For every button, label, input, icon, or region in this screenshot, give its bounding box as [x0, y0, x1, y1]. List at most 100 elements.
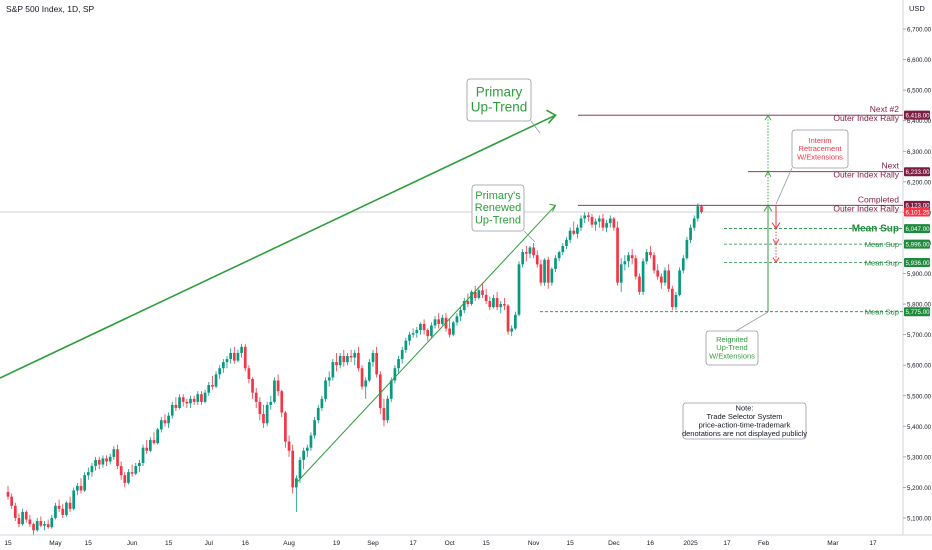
time-axis[interactable]: 15 May 15 Jun 15 Jul 16 Aug 19 Sep 17 Oct 15 Nov 15 Dec… — [4, 540, 877, 547]
price-tick-label: 5,200.00 — [907, 485, 932, 492]
primary-trend-arrow — [546, 109, 557, 124]
time-tick-label: 15 — [165, 540, 173, 547]
note-box-text: Note: — [736, 404, 754, 413]
note-box-text: price-action-time-trademark — [699, 420, 791, 429]
candle-body — [645, 252, 649, 262]
price-axis[interactable]: 5,100.00 5,200.00 5,300.00 5,400.00 5,500.00… — [903, 27, 932, 523]
candle-body — [57, 505, 61, 509]
price-tick-label: 5,700.00 — [907, 332, 932, 339]
price-tick-label: 5,800.00 — [907, 302, 932, 309]
renewed-trend-label-text: Up-Trend — [475, 215, 521, 227]
level-label: Mean Sup — [865, 308, 899, 317]
candle-body — [97, 459, 101, 465]
candle-body — [546, 259, 550, 283]
level-label: Mean Sup — [852, 224, 899, 235]
candle-body — [138, 462, 141, 467]
candle-body — [357, 352, 360, 369]
candle-body — [291, 450, 295, 488]
candle-body — [331, 362, 335, 378]
candle-body — [207, 385, 211, 393]
candle-body — [360, 368, 364, 387]
candle-body — [152, 440, 156, 444]
candle-body — [608, 218, 612, 224]
candle-body — [83, 475, 86, 491]
chart-title: S&P 500 Index, 1D, SP — [6, 4, 95, 14]
candle-body — [298, 459, 302, 479]
candle-body — [692, 218, 696, 228]
candle-body — [641, 261, 645, 292]
candle-body — [623, 261, 627, 265]
candle-body — [324, 380, 327, 399]
candle-body — [309, 435, 313, 448]
reignited-label-pointer — [735, 311, 769, 332]
candle-body — [145, 447, 149, 451]
time-tick-label: 16 — [647, 540, 655, 547]
candle-body — [459, 310, 462, 317]
candle-body — [338, 356, 342, 366]
candle-body — [514, 314, 517, 329]
candle-body — [630, 255, 634, 259]
candle-body — [583, 215, 587, 219]
note-box: Note:Trade Selector Systemprice-action-t… — [682, 402, 807, 440]
candle-body — [473, 291, 477, 298]
candle-body — [539, 264, 543, 283]
price-tick-label: 6,600.00 — [907, 57, 932, 64]
candle-body — [397, 359, 400, 369]
price-tick-label: 6,200.00 — [907, 179, 932, 186]
candle-body — [561, 245, 565, 253]
renewed-trend-label-pointer — [523, 230, 536, 243]
candle-body — [43, 524, 46, 526]
time-tick-label: Sep — [367, 540, 379, 547]
price-badge-label: 6,233.00 — [906, 169, 931, 176]
price-badge — [904, 110, 930, 120]
candle-body — [685, 239, 689, 259]
candle-body — [342, 356, 346, 363]
candle-body — [13, 505, 17, 518]
candle-body — [105, 458, 108, 462]
candle-body — [159, 420, 163, 430]
candle-body — [236, 352, 240, 361]
candle-body — [39, 521, 43, 526]
candle-body — [568, 230, 572, 240]
note-box-text: Trade Selector System — [707, 412, 783, 421]
candle-body — [619, 264, 623, 283]
candle-body — [54, 505, 57, 518]
candle-body — [35, 521, 39, 531]
candle-body — [638, 276, 641, 292]
candle-body — [448, 328, 451, 335]
candle-body — [375, 352, 378, 375]
time-tick-label: May — [49, 540, 62, 547]
interim-retracement-label-text: W/Extensions — [797, 153, 843, 162]
candle-body — [565, 239, 568, 246]
candle-body — [433, 319, 437, 326]
candle-body — [79, 485, 83, 491]
candle-body — [503, 304, 506, 306]
candle-body — [524, 252, 528, 254]
candle-body — [6, 492, 10, 497]
candle-body — [594, 221, 597, 225]
level-label: Next #2 — [870, 104, 900, 114]
candle-body — [492, 297, 495, 308]
time-tick-label: Nov — [528, 540, 540, 547]
candle-body — [247, 368, 251, 379]
candle-body — [327, 377, 331, 381]
candle-body — [222, 362, 225, 369]
price-badge — [904, 257, 930, 267]
time-tick-label: Dec — [608, 540, 620, 547]
candle-body — [404, 340, 408, 350]
candle-body — [251, 378, 254, 393]
candle-body — [192, 398, 196, 402]
candle-body — [196, 394, 200, 402]
time-tick-label: 17 — [869, 540, 877, 547]
candle-body — [349, 356, 353, 358]
candle-body — [535, 255, 539, 265]
candle-body — [243, 346, 247, 369]
reignited-label-text: W/Extensions — [709, 352, 755, 361]
candle-body — [123, 475, 127, 483]
candle-body — [411, 333, 415, 335]
candle-body — [10, 496, 13, 506]
candle-body — [616, 227, 619, 283]
candle-body — [262, 414, 265, 424]
primary-trend-label-text: Primary — [476, 84, 523, 99]
